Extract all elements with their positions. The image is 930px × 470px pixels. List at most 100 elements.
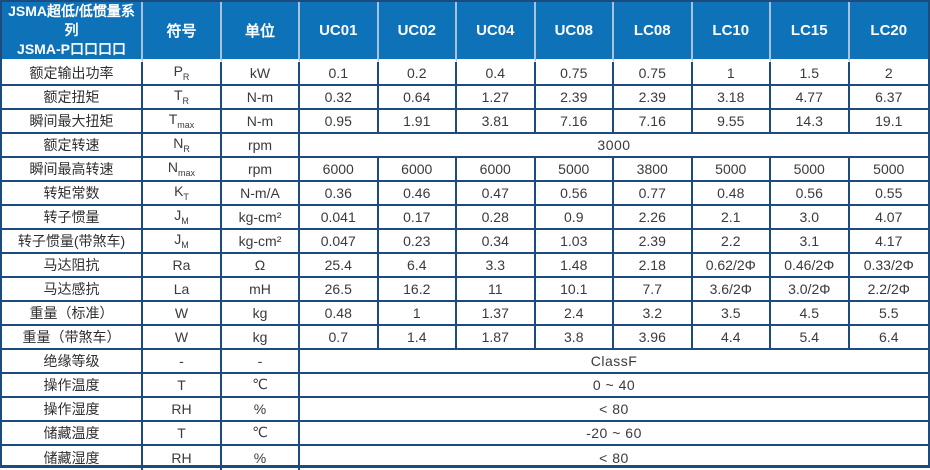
unit-cell: mH (222, 277, 300, 302)
symbol-cell: Nmax (143, 157, 222, 182)
spec-row: 绝缘等级 - - ClassF (2, 349, 928, 374)
value-cell: 1.5 (771, 61, 850, 86)
row-label: 重量（带煞车） (2, 325, 143, 350)
value-cell: 2.2 (692, 229, 771, 254)
merged-value-cell: 3000 (300, 134, 928, 158)
value-cell: 6000 (457, 157, 536, 182)
symbol-subscript: M (181, 240, 189, 251)
value-cell: 1.27 (457, 85, 536, 110)
unit-cell: N-m/A (222, 181, 300, 206)
unit-cell: Ω (222, 253, 300, 278)
unit-cell: kg (222, 325, 300, 350)
unit-cell: rpm (222, 133, 300, 158)
value-cell: 0.46 (378, 181, 457, 206)
spec-row: 转子惯量(带煞车) JM kg-cm² 0.047 0.23 0.34 1.03 2.39 2.… (2, 229, 928, 254)
value-cell: 0.55 (849, 182, 928, 206)
merged-value-cell: -20 ~ 60 (300, 422, 928, 446)
unit-cell: % (222, 445, 300, 470)
symbol-cell: RH (143, 397, 222, 422)
value-cell: 5000 (535, 157, 614, 182)
symbol-cell: La (143, 277, 222, 302)
symbol-column-header: 符号 (143, 2, 222, 62)
symbol-cell: TR (143, 85, 222, 110)
row-label: 转子惯量(带煞车) (2, 229, 143, 254)
value-cell: 4.5 (771, 301, 850, 326)
value-cell: 2.2/2Φ (849, 278, 928, 302)
value-cell: 1.4 (378, 325, 457, 350)
spec-row: 额定转速 NR rpm 3000 (2, 133, 928, 158)
unit-cell: - (222, 349, 300, 374)
value-cell: 0.56 (535, 181, 614, 206)
spec-row: 操作温度 T ℃ 0 ~ 40 (2, 373, 928, 398)
value-cell: 4.4 (692, 325, 771, 350)
value-cell: 2.1 (692, 205, 771, 230)
value-cell: 26.5 (300, 277, 379, 302)
value-cell: 0.47 (457, 181, 536, 206)
value-cell: 1 (692, 61, 771, 86)
value-cell: 14.3 (771, 109, 850, 134)
value-cell: 2.4 (535, 301, 614, 326)
value-cell: 2.39 (535, 85, 614, 110)
value-cell: 2 (849, 62, 928, 86)
value-cell: 6.4 (849, 326, 928, 350)
value-cell: 7.16 (614, 109, 693, 134)
spec-row: 转矩常数 KT N-m/A 0.36 0.46 0.47 0.56 0.77 0.48 0.56 0… (2, 181, 928, 206)
value-cell: 0.33/2Φ (849, 254, 928, 278)
row-label: 瞬间最大扭矩 (2, 109, 143, 134)
value-cell: 3.3 (457, 253, 536, 278)
model-column-header-lc10: LC10 (692, 2, 771, 62)
value-cell: 3.81 (457, 109, 536, 134)
symbol-subscript: max (178, 168, 196, 179)
model-column-header-uc01: UC01 (300, 2, 379, 62)
value-cell: 3.18 (692, 85, 771, 110)
value-cell: 0.34 (457, 229, 536, 254)
model-column-header-lc08: LC08 (614, 2, 693, 62)
value-cell: 1.37 (457, 301, 536, 326)
value-cell: 3.0 (771, 205, 850, 230)
symbol-cell: - (143, 349, 222, 374)
spec-row: 转子惯量 JM kg-cm² 0.041 0.17 0.28 0.9 2.26 2.1 3.0 4.… (2, 205, 928, 230)
unit-cell: % (222, 397, 300, 422)
value-cell: 1 (378, 301, 457, 326)
value-cell: 2.39 (614, 229, 693, 254)
model-column-header-lc15: LC15 (771, 2, 850, 62)
row-label: 马达阻抗 (2, 253, 143, 278)
row-label: 转子惯量 (2, 205, 143, 230)
spec-row: 瞬间最高转速 Nmax rpm 6000 6000 6000 5000 3800 5000 500… (2, 157, 928, 182)
value-cell: 0.77 (614, 181, 693, 206)
row-label: 重量（标准） (2, 301, 143, 326)
value-cell: 0.56 (771, 181, 850, 206)
value-cell: 6.37 (849, 86, 928, 110)
value-cell: 2.39 (614, 85, 693, 110)
value-cell: 0.9 (535, 205, 614, 230)
model-column-header-uc04: UC04 (457, 2, 536, 62)
symbol-cell: T (143, 373, 222, 398)
value-cell: 0.95 (300, 109, 379, 134)
merged-value-cell: < 80 (300, 398, 928, 422)
model-column-header-uc08: UC08 (535, 2, 614, 62)
unit-cell: ℃ (222, 421, 300, 446)
value-cell: 10.1 (535, 277, 614, 302)
value-cell: 0.36 (300, 181, 379, 206)
value-cell: 3.8 (535, 325, 614, 350)
row-label: 马达感抗 (2, 277, 143, 302)
value-cell: 1.91 (378, 109, 457, 134)
value-cell: 6000 (300, 157, 379, 182)
header-row: JSMA超低/低惯量系列 JSMA-P口口口口 符号 单位 UC01 UC02 UC… (2, 2, 928, 62)
value-cell: 0.2 (378, 61, 457, 86)
value-cell: 0.75 (535, 61, 614, 86)
value-cell: 25.4 (300, 253, 379, 278)
spec-row: 储藏温度 T ℃ -20 ~ 60 (2, 421, 928, 446)
value-cell: 0.48 (300, 301, 379, 326)
symbol-cell: Tmax (143, 109, 222, 134)
symbol-cell: JM (143, 229, 222, 254)
row-label: 转矩常数 (2, 181, 143, 206)
value-cell: 3800 (614, 157, 693, 182)
symbol-subscript: R (182, 72, 190, 83)
unit-cell: kg-cm² (222, 205, 300, 230)
value-cell: 16.2 (378, 277, 457, 302)
symbol-cell: RH (143, 445, 222, 470)
unit-cell: N-m (222, 109, 300, 134)
